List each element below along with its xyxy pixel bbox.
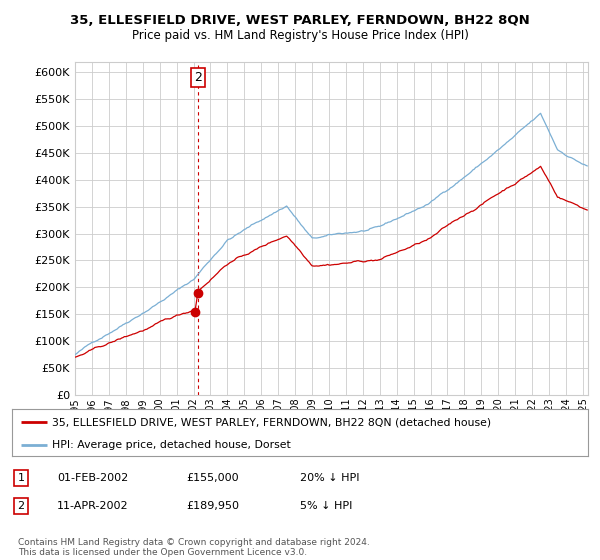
Text: £155,000: £155,000 <box>186 473 239 483</box>
Text: 20% ↓ HPI: 20% ↓ HPI <box>300 473 359 483</box>
Text: 5% ↓ HPI: 5% ↓ HPI <box>300 501 352 511</box>
Text: 11-APR-2002: 11-APR-2002 <box>57 501 128 511</box>
Text: HPI: Average price, detached house, Dorset: HPI: Average price, detached house, Dors… <box>52 440 291 450</box>
Text: 1: 1 <box>17 473 25 483</box>
Text: 01-FEB-2002: 01-FEB-2002 <box>57 473 128 483</box>
Text: 35, ELLESFIELD DRIVE, WEST PARLEY, FERNDOWN, BH22 8QN (detached house): 35, ELLESFIELD DRIVE, WEST PARLEY, FERND… <box>52 417 491 427</box>
Text: 2: 2 <box>194 71 202 84</box>
Text: 2: 2 <box>17 501 25 511</box>
Text: £189,950: £189,950 <box>186 501 239 511</box>
Text: 35, ELLESFIELD DRIVE, WEST PARLEY, FERNDOWN, BH22 8QN: 35, ELLESFIELD DRIVE, WEST PARLEY, FERND… <box>70 14 530 27</box>
Text: Contains HM Land Registry data © Crown copyright and database right 2024.
This d: Contains HM Land Registry data © Crown c… <box>18 538 370 557</box>
Text: Price paid vs. HM Land Registry's House Price Index (HPI): Price paid vs. HM Land Registry's House … <box>131 29 469 42</box>
